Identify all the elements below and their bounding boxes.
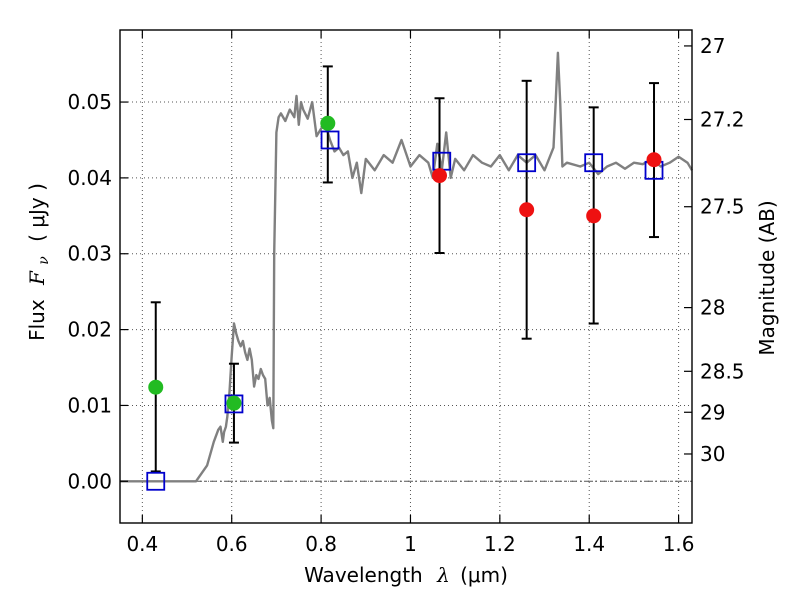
y-axis-label: Flux F ν ( μJy ) bbox=[25, 183, 53, 341]
model-photometry-square bbox=[517, 153, 537, 173]
x-tick-label: 0.6 bbox=[216, 532, 248, 556]
right-tick-label: 30 bbox=[700, 442, 725, 466]
non-detection-point bbox=[586, 208, 602, 224]
right-tick-label: 29 bbox=[700, 400, 725, 424]
x-tick-label: 0.4 bbox=[126, 532, 158, 556]
right-tick-label: 28 bbox=[700, 296, 725, 320]
model-photometry-square bbox=[584, 153, 604, 173]
plot-frame bbox=[119, 29, 693, 524]
x-tick-label: 1.6 bbox=[663, 532, 695, 556]
y-tick-label: 0.00 bbox=[67, 469, 112, 493]
x-tick-labels: 0.4 0.6 0.8 1 1.2 1.4 1.6 bbox=[126, 532, 694, 556]
x-axis-label-unit: (μm) bbox=[460, 563, 508, 587]
x-tick-label: 0.8 bbox=[305, 532, 337, 556]
model-photometry-square bbox=[146, 471, 166, 491]
right-tick-label: 27.2 bbox=[700, 107, 745, 131]
y-tick-label: 0.01 bbox=[67, 393, 112, 417]
y-axis-label-subscript: ν bbox=[36, 256, 52, 265]
y-axis-label-symbol: F bbox=[25, 270, 49, 286]
data-markers bbox=[146, 115, 664, 491]
model-photometry-square bbox=[320, 130, 340, 150]
right-tick-label: 28.5 bbox=[700, 359, 745, 383]
right-tick-label: 27 bbox=[700, 34, 725, 58]
right-tick-labels: 27 27.2 27.5 28 28.5 29 30 bbox=[700, 34, 745, 466]
non-detection-point bbox=[646, 152, 662, 168]
x-tick-label: 1.4 bbox=[573, 532, 605, 556]
x-axis-label-symbol: λ bbox=[436, 563, 450, 587]
axis-ticks bbox=[120, 30, 692, 523]
non-detection-point bbox=[519, 202, 535, 218]
plot-background bbox=[120, 30, 692, 523]
model-spectrum-line bbox=[120, 51, 694, 483]
y-tick-label: 0.03 bbox=[67, 242, 112, 266]
non-detection-point bbox=[432, 168, 448, 184]
y-tick-labels: 0.00 0.01 0.02 0.03 0.04 0.05 bbox=[67, 90, 112, 493]
detection-point bbox=[320, 115, 336, 131]
model-photometry-square bbox=[224, 394, 244, 414]
y-axis-label-unit: ( μJy ) bbox=[25, 183, 49, 242]
x-tick-label: 1.2 bbox=[484, 532, 516, 556]
detection-point bbox=[226, 395, 242, 411]
detection-point bbox=[148, 379, 164, 395]
x-axis-label: Wavelength λ (μm) bbox=[304, 563, 508, 587]
y-tick-label: 0.04 bbox=[67, 166, 112, 190]
x-tick-label: 1 bbox=[404, 532, 417, 556]
y-tick-label: 0.05 bbox=[67, 90, 112, 114]
y-tick-label: 0.02 bbox=[67, 318, 112, 342]
x-axis-label-text: Wavelength bbox=[304, 563, 423, 587]
right-axis-label: Magnitude (AB) bbox=[755, 200, 779, 355]
right-tick-label: 27.5 bbox=[700, 195, 745, 219]
y-axis-label-text: Flux bbox=[25, 299, 49, 341]
